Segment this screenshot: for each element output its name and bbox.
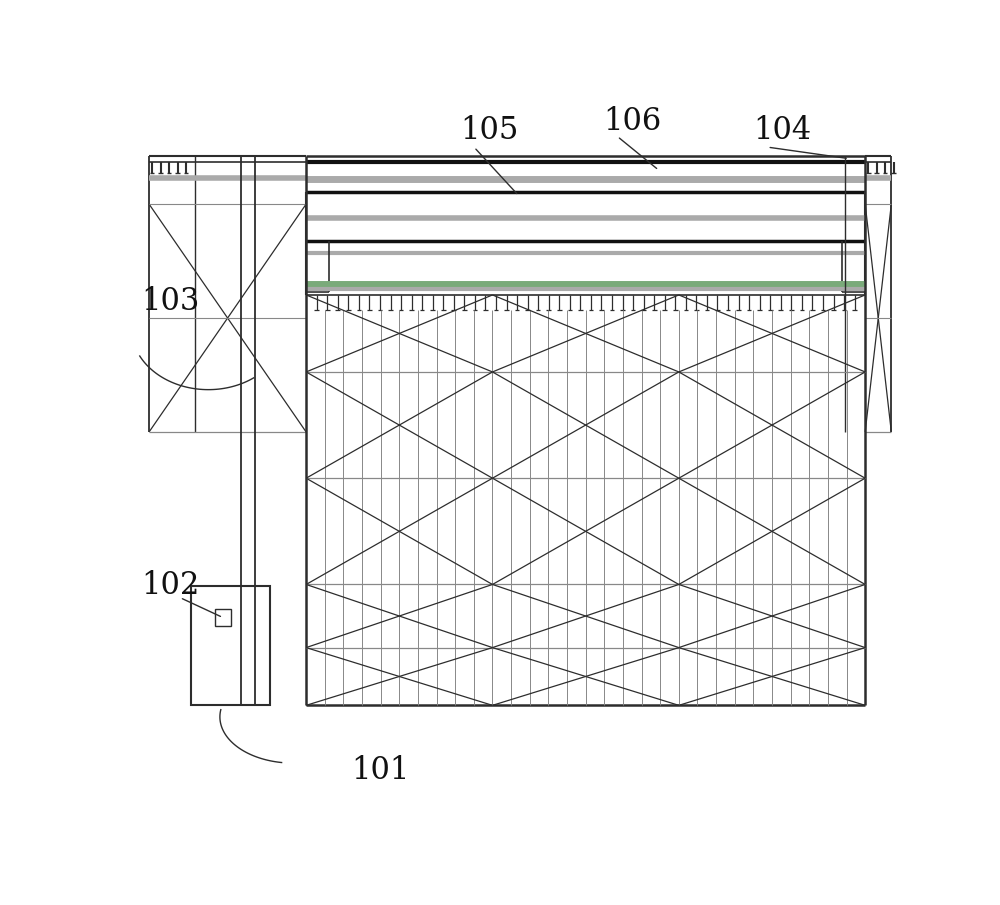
- Text: 105: 105: [460, 116, 519, 147]
- Text: 101: 101: [351, 755, 409, 786]
- Bar: [191, 586, 270, 705]
- Text: 103: 103: [141, 286, 200, 318]
- Text: 102: 102: [141, 570, 200, 601]
- Bar: [215, 609, 231, 626]
- Text: 104: 104: [754, 116, 812, 147]
- Text: 106: 106: [603, 106, 662, 138]
